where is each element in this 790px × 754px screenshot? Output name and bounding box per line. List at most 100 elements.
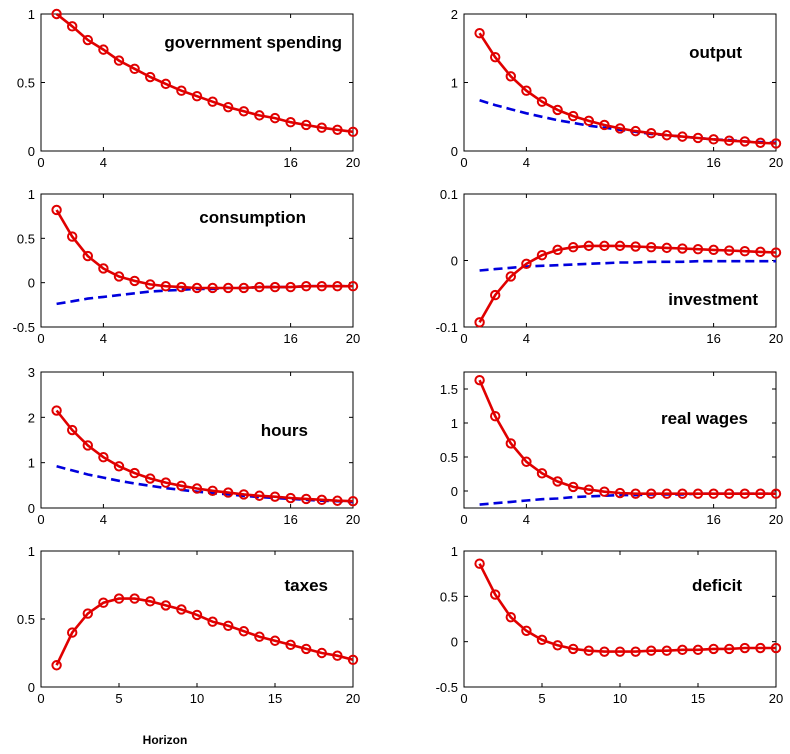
- data-point: [67, 21, 78, 32]
- y-tick-label: 1: [451, 544, 458, 559]
- data-point: [630, 125, 641, 137]
- series-line-red: [478, 379, 776, 496]
- data-point: [316, 122, 327, 133]
- data-point: [739, 136, 750, 147]
- data-point: [301, 119, 312, 131]
- y-tick-label: 0: [28, 144, 35, 159]
- data-point: [254, 110, 265, 121]
- series-line-blue-dashed: [56, 284, 353, 306]
- x-tick-label: 4: [523, 155, 530, 170]
- y-tick-label: 0: [451, 254, 458, 269]
- x-tick-label: 16: [706, 331, 720, 346]
- y-tick-label: 1: [451, 416, 458, 431]
- data-point: [223, 487, 234, 498]
- data-point: [536, 249, 548, 261]
- x-tick-label: 16: [283, 331, 297, 346]
- data-point: [708, 244, 719, 256]
- data-point: [176, 604, 187, 615]
- data-point: [145, 71, 156, 83]
- plot-frame: [40, 371, 354, 509]
- x-tick-label: 4: [100, 155, 107, 170]
- data-point: [269, 491, 281, 502]
- data-point: [521, 456, 532, 467]
- data-point: [254, 490, 265, 501]
- x-tick-label: 20: [769, 155, 783, 170]
- x-tick-label: 5: [115, 691, 122, 706]
- data-point: [521, 625, 532, 636]
- series-line-red: [55, 209, 353, 290]
- y-tick-label: -0.5: [13, 320, 35, 335]
- data-point: [176, 480, 187, 491]
- data-point: [51, 8, 62, 20]
- data-point: [332, 124, 343, 135]
- data-point: [708, 134, 719, 145]
- data-point: [692, 644, 704, 656]
- data-point: [630, 488, 641, 499]
- series-line-red: [55, 409, 354, 503]
- series-line-red: [478, 563, 776, 653]
- data-point: [285, 639, 296, 651]
- y-tick-label: 0.5: [17, 76, 35, 91]
- data-point: [614, 123, 626, 134]
- data-point: [129, 63, 140, 75]
- panel-government-spending: 0 4 16 20 0 0.5 1 government spending: [17, 7, 360, 170]
- data-point: [332, 650, 343, 661]
- data-point: [223, 620, 234, 631]
- x-tick-label: 20: [346, 512, 360, 527]
- data-point: [755, 246, 766, 258]
- data-point: [474, 374, 485, 386]
- x-tick-label: 4: [523, 512, 530, 527]
- y-tick-label: 1: [28, 544, 35, 559]
- panel-title: government spending: [164, 33, 342, 52]
- data-point: [207, 282, 218, 294]
- series-line-red: [55, 597, 354, 666]
- x-tick-label: 0: [460, 331, 467, 346]
- data-point: [269, 112, 281, 124]
- data-point: [191, 483, 203, 494]
- data-point: [521, 85, 532, 96]
- x-tick-label: 20: [769, 331, 783, 346]
- data-point: [646, 242, 657, 253]
- x-tick-label: 20: [346, 331, 360, 346]
- y-tick-label: -0.1: [436, 320, 458, 335]
- x-tick-label: 0: [37, 155, 44, 170]
- data-point: [223, 101, 234, 113]
- data-point: [316, 494, 327, 506]
- data-point: [474, 558, 485, 569]
- data-point: [98, 44, 109, 55]
- data-point: [770, 642, 782, 654]
- y-tick-label: 0.1: [440, 187, 458, 202]
- x-tick-label: 0: [37, 331, 44, 346]
- data-point: [145, 473, 156, 484]
- data-point: [191, 282, 203, 294]
- y-tick-label: 0: [451, 484, 458, 499]
- data-point: [332, 281, 343, 292]
- data-point: [692, 132, 704, 144]
- plot-frame: [463, 550, 777, 688]
- panel-title: consumption: [199, 208, 306, 227]
- data-point: [614, 487, 626, 499]
- data-point: [568, 481, 579, 493]
- plot-frame: [40, 193, 354, 328]
- data-point: [191, 91, 203, 102]
- x-tick-label: 20: [346, 691, 360, 706]
- data-point: [191, 609, 203, 621]
- data-point: [599, 119, 610, 131]
- data-point: [474, 27, 485, 39]
- data-point: [505, 271, 516, 282]
- data-point: [238, 282, 250, 294]
- x-tick-label: 0: [460, 691, 467, 706]
- data-point: [238, 106, 250, 117]
- data-point: [113, 593, 125, 604]
- data-point: [708, 488, 719, 499]
- y-tick-label: 1: [28, 187, 35, 202]
- data-point: [347, 496, 359, 507]
- series-line-red: [478, 244, 777, 323]
- y-tick-label: 1: [451, 76, 458, 91]
- x-tick-label: 4: [523, 331, 530, 346]
- series-line-blue-dashed: [479, 492, 776, 506]
- panel-title: hours: [261, 421, 308, 440]
- data-point: [755, 642, 766, 654]
